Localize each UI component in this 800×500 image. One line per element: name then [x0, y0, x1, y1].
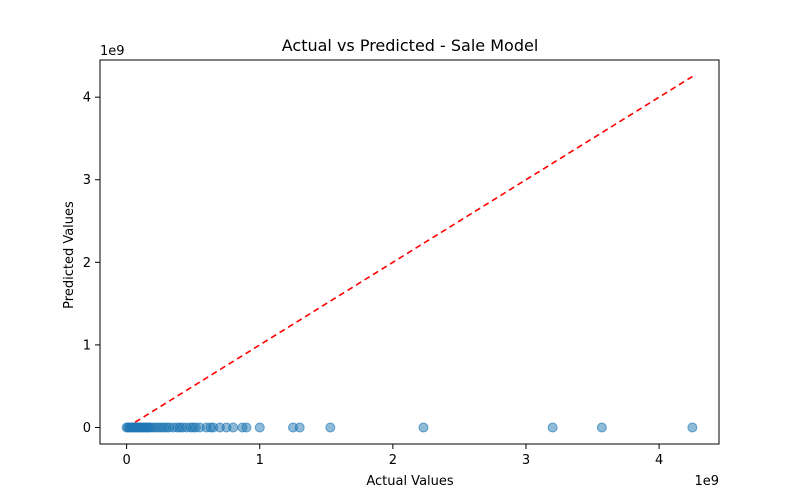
scatter-point — [228, 422, 239, 433]
y-tick-label: 0 — [83, 421, 91, 436]
y-axis-offset-label: 1e9 — [100, 44, 125, 59]
plot-area: 0 1 2 3 4 0 1 2 3 4 — [83, 59, 720, 468]
x-axis-offset-label: 1e9 — [694, 474, 719, 489]
x-tick-label: 2 — [389, 453, 397, 468]
x-tick-label: 1 — [256, 453, 264, 468]
scatter-point — [687, 422, 698, 433]
scatter-point — [241, 422, 252, 433]
x-tick-label: 0 — [122, 453, 130, 468]
scatter-point — [325, 422, 336, 433]
x-tick-label: 3 — [522, 453, 530, 468]
y-tick-label: 3 — [83, 173, 91, 188]
scatter-point — [418, 422, 429, 433]
y-tick-label: 2 — [83, 256, 91, 271]
scatter-point — [547, 422, 558, 433]
x-tick-label: 4 — [655, 453, 663, 468]
reference-line — [126, 75, 693, 429]
chart-title: Actual vs Predicted - Sale Model — [282, 36, 539, 55]
x-axis-label: Actual Values — [366, 474, 454, 489]
scatter-point — [294, 422, 305, 433]
y-tick-label: 4 — [83, 91, 91, 106]
scatter-point — [596, 422, 607, 433]
y-axis-label: Predicted Values — [62, 201, 77, 309]
plot-frame — [99, 59, 720, 445]
y-tick-label: 1 — [83, 338, 91, 353]
scatter-point — [254, 422, 265, 433]
